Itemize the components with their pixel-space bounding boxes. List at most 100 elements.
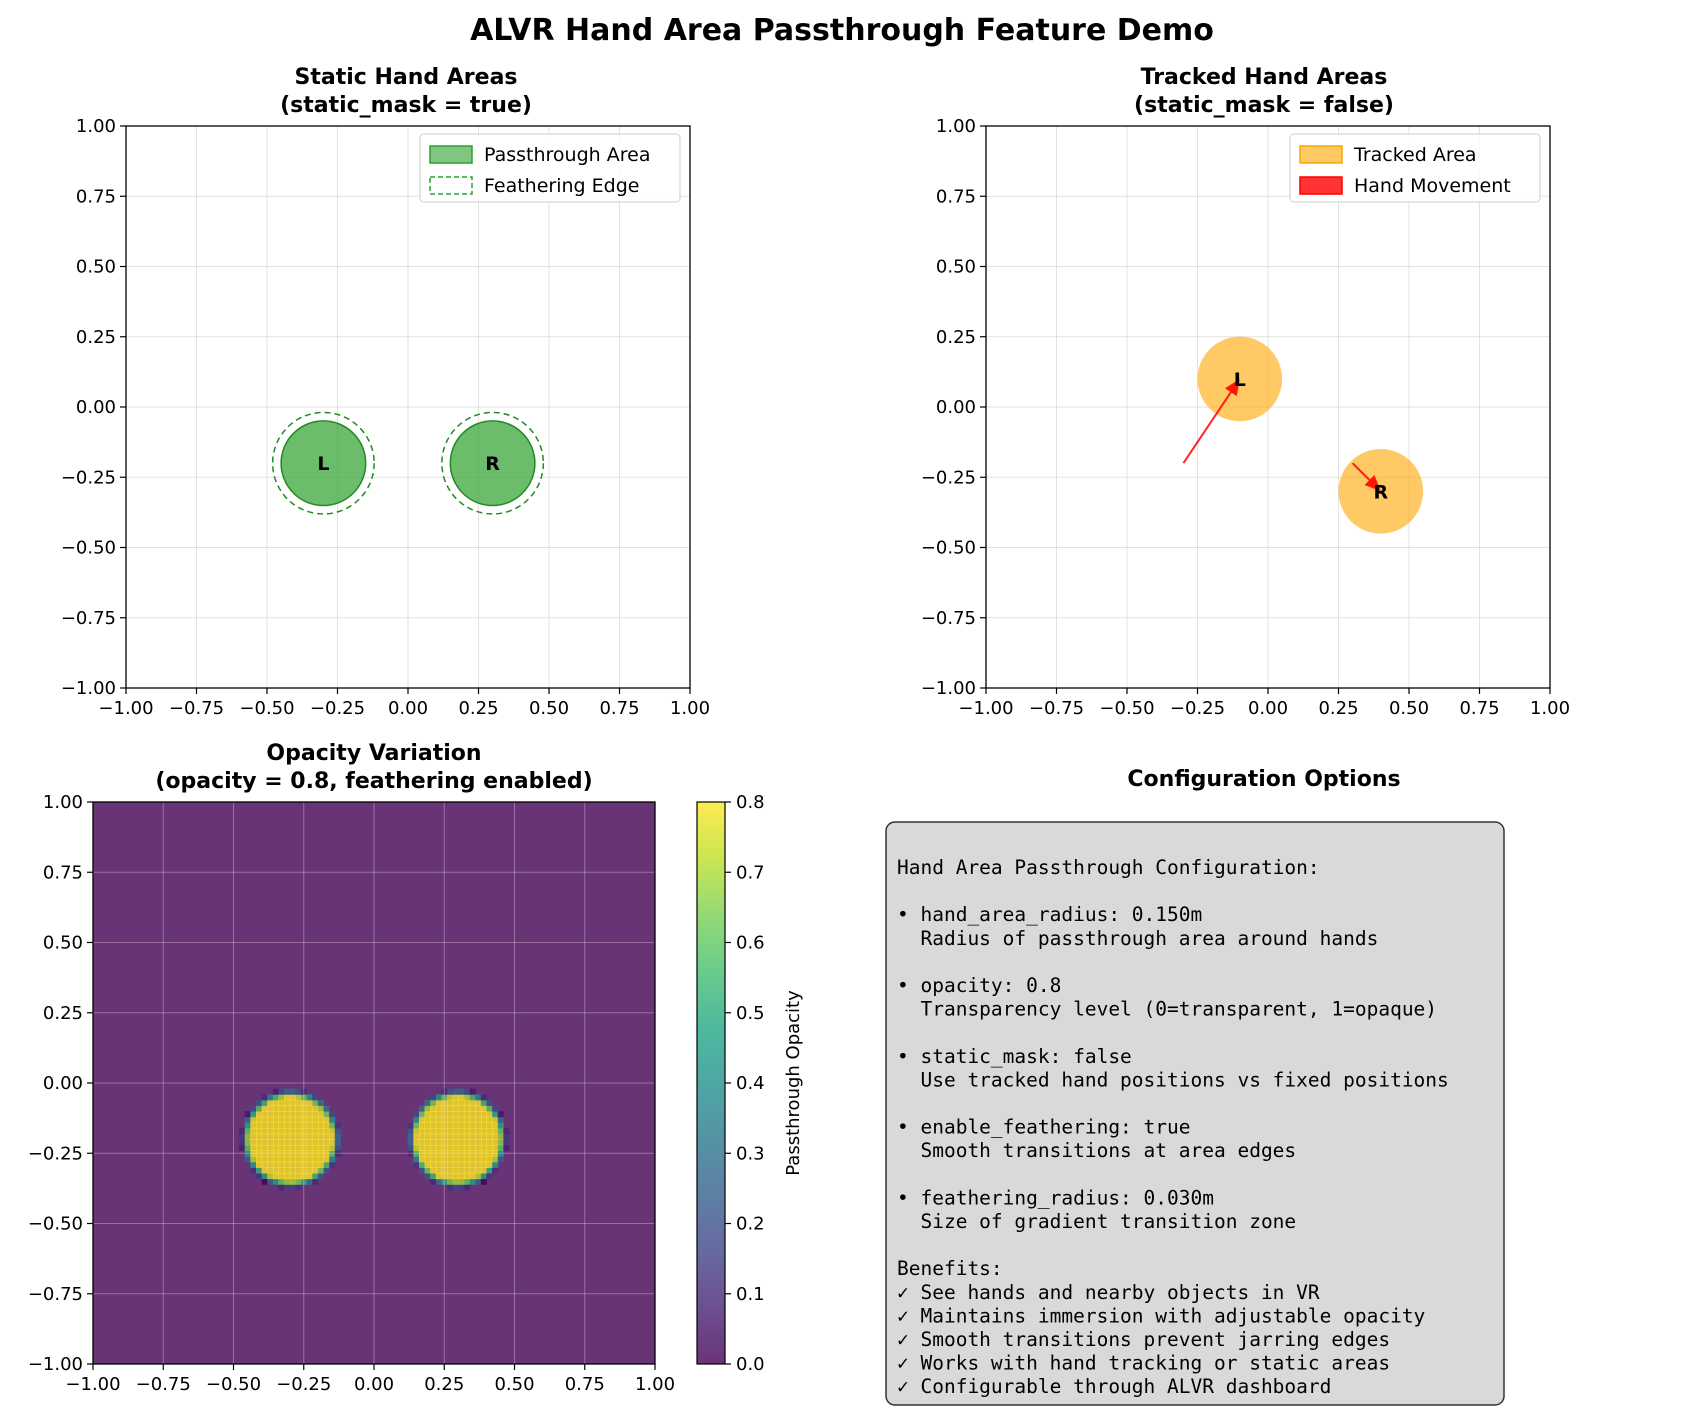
heatmap-cell (435, 1133, 443, 1140)
heatmap-cell (458, 1139, 465, 1146)
legend-swatch (1299, 176, 1343, 195)
heatmap-cell (441, 1178, 448, 1185)
hand-movement-arrowhead-R (1364, 475, 1381, 492)
heatmap-cell (492, 1150, 499, 1157)
heatmap-cell (250, 1116, 257, 1123)
heatmap-cell (300, 1094, 308, 1101)
heatmap-cell (430, 1178, 437, 1185)
x-tick-label: 1.00 (1530, 698, 1570, 719)
heatmap-cell (441, 1111, 448, 1118)
config-line: Hand Area Passthrough Configuration: (897, 856, 1320, 879)
heatmap-cell (334, 1150, 341, 1157)
heatmap-cell (413, 1127, 420, 1135)
heatmap-cell (329, 1122, 336, 1129)
heatmap-cell (497, 1127, 504, 1135)
heatmap-cell (334, 1127, 341, 1135)
heatmap-cell (503, 1144, 510, 1152)
heatmap-cell (486, 1116, 493, 1123)
heatmap-cell (250, 1111, 257, 1118)
heatmap-cell (424, 1111, 431, 1118)
heatmap-cell (295, 1144, 302, 1152)
heatmap-cell (492, 1167, 499, 1174)
heatmap-cell (407, 1139, 414, 1146)
heatmap-cell (267, 1161, 274, 1168)
heatmap-cell (492, 1111, 499, 1118)
heatmap-cell (284, 1184, 291, 1191)
heatmap-cell (329, 1133, 336, 1140)
heatmap-cell (306, 1172, 313, 1180)
heatmap-cell (469, 1178, 476, 1185)
heatmap-cell (430, 1111, 437, 1118)
heatmap-cell (300, 1116, 308, 1123)
legend-box (419, 133, 681, 203)
heatmap-cell (289, 1127, 296, 1135)
heatmap-cell (497, 1139, 504, 1146)
heatmap-cell (278, 1099, 285, 1107)
heatmap-cell (306, 1161, 313, 1168)
heatmap-cell (435, 1150, 443, 1157)
feathering-edge-L (271, 411, 375, 515)
heatmap-cell (289, 1150, 296, 1157)
y-tick-label: −0.50 (921, 538, 976, 559)
heatmap-cell (295, 1156, 302, 1163)
legend-entry-label: Tracked Area (1353, 144, 1477, 166)
heatmap-cell (300, 1088, 308, 1095)
heatmap-cell (306, 1116, 313, 1123)
heatmap-cell (424, 1144, 431, 1152)
heatmap-cell (435, 1161, 443, 1168)
heatmap-cell (447, 1167, 454, 1174)
heatmap-cell (492, 1105, 499, 1112)
heatmap-cell (463, 1139, 471, 1146)
heatmap-cell (300, 1144, 308, 1152)
colorbar-tick-label: 0.0 (736, 1354, 765, 1375)
heatmap-cell (463, 1144, 471, 1152)
heatmap-cell (441, 1088, 448, 1095)
heatmap-cell (441, 1139, 448, 1146)
heatmap-cell (261, 1150, 268, 1157)
heatmap-cell (295, 1127, 302, 1135)
heatmap-cell (272, 1178, 280, 1185)
heatmap-cell (424, 1105, 431, 1112)
heatmap-cell (244, 1144, 251, 1152)
hand-label: R (485, 453, 500, 475)
heatmap-cell (435, 1105, 443, 1112)
configuration-panel: Configuration Options Hand Area Passthro… (885, 767, 1505, 1406)
heatmap-cell (480, 1178, 487, 1185)
heatmap-cell (452, 1133, 459, 1140)
y-tick-label: 0.00 (936, 397, 976, 418)
heatmap-cell (278, 1150, 285, 1157)
heatmap-cell (329, 1150, 336, 1157)
heatmap-cell (334, 1139, 341, 1146)
x-tick-label: 0.75 (565, 1374, 605, 1395)
heatmap-cell (435, 1127, 443, 1135)
heatmap-cell (323, 1150, 330, 1157)
heatmap-background (93, 802, 655, 1364)
heatmap-cell (430, 1122, 437, 1129)
tracked-chart-title-line1: Tracked Hand Areas (1141, 65, 1388, 90)
y-tick-label: 0.25 (936, 327, 976, 348)
heatmap-cell (272, 1105, 280, 1112)
heatmap-cell (492, 1122, 499, 1129)
config-panel-title: Configuration Options (1127, 767, 1400, 792)
heatmap-cell (475, 1116, 482, 1123)
heatmap-cell (300, 1133, 308, 1140)
heatmap-cell (278, 1156, 285, 1163)
heatmap-cell (441, 1127, 448, 1135)
heatmap-cell (295, 1178, 302, 1185)
heatmap-cell (317, 1116, 325, 1123)
heatmap-cell (272, 1150, 280, 1157)
colorbar-tick-label: 0.5 (736, 1003, 765, 1024)
heatmap-cell (300, 1105, 308, 1112)
heatmap-cell (486, 1139, 493, 1146)
heatmap-cell (317, 1133, 325, 1140)
heatmap-cell (329, 1139, 336, 1146)
y-tick-label: 0.75 (936, 186, 976, 207)
heatmap-cell (278, 1184, 285, 1191)
heatmap-cell (486, 1167, 493, 1174)
hand-label: L (1234, 369, 1246, 391)
legend-box (1289, 133, 1541, 203)
heatmap-cell (334, 1144, 341, 1152)
heatmap-cell (447, 1139, 454, 1146)
x-tick-label: 0.00 (354, 1374, 394, 1395)
heatmap-cell (312, 1172, 319, 1180)
